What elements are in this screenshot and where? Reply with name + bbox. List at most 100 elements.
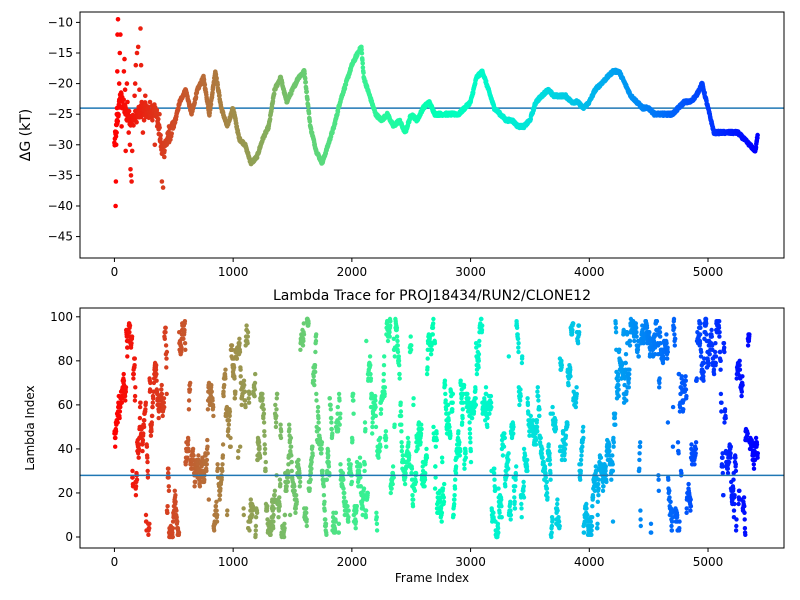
lambda-point	[424, 446, 429, 452]
lambda-point	[448, 433, 453, 438]
lambda-point	[252, 393, 257, 399]
lambda-point	[460, 415, 465, 421]
lambda-point	[447, 424, 452, 430]
delta-g-point	[114, 105, 120, 111]
lambda-point	[288, 444, 294, 449]
lambda-point	[131, 376, 136, 381]
lambda-point	[336, 426, 341, 432]
lambda-point	[395, 349, 401, 355]
lambda-point	[129, 334, 135, 339]
lambda-point	[390, 481, 395, 487]
lambda-point	[228, 435, 233, 441]
lambda-point	[310, 453, 315, 458]
lambda-point	[121, 378, 127, 383]
delta-g-point	[254, 155, 260, 160]
lambda-point	[329, 420, 334, 425]
delta-g-point	[126, 108, 132, 114]
lambda-point	[253, 523, 259, 529]
lambda-point	[211, 413, 216, 419]
lambda-point	[217, 493, 223, 498]
lambda-point	[154, 363, 159, 368]
lambda-point	[394, 325, 400, 330]
delta-g-point	[145, 105, 150, 111]
lambda-point	[487, 411, 492, 416]
lambda-point	[553, 418, 558, 423]
lambda-point	[392, 422, 397, 427]
lambda-point	[534, 424, 540, 430]
lambda-point	[432, 341, 438, 346]
lambda-point	[113, 435, 118, 441]
lambda-point	[521, 446, 527, 452]
lambda-point	[257, 446, 262, 452]
delta-g-point	[202, 82, 208, 88]
lambda-point	[272, 488, 278, 493]
lambda-point	[316, 426, 321, 432]
lambda-point	[113, 429, 119, 434]
lambda-point	[547, 462, 553, 467]
lambda-point	[549, 523, 555, 529]
lambda-point	[160, 413, 165, 419]
lambda-point	[477, 338, 482, 344]
lambda-point	[341, 495, 347, 500]
lambda-point	[463, 455, 468, 460]
lambda-point	[186, 398, 192, 403]
lambda-point	[323, 521, 329, 526]
lambda-point	[133, 484, 139, 489]
lambda-point	[179, 349, 184, 355]
lambda-point	[142, 418, 147, 423]
lambda-point	[407, 453, 412, 458]
lambda-point	[442, 378, 448, 383]
lambda-point	[321, 493, 327, 498]
lambda-point	[277, 495, 282, 500]
delta-g-point	[128, 173, 134, 178]
lambda-point	[431, 316, 436, 322]
lambda-point	[361, 486, 367, 491]
lambda-point	[252, 387, 257, 392]
lambda-point	[335, 404, 340, 410]
lambda-point	[165, 504, 170, 509]
lambda-point	[370, 420, 375, 425]
lambda-point	[535, 385, 540, 390]
lambda-point	[496, 530, 501, 535]
lambda-point	[452, 486, 458, 491]
lambda-point	[536, 398, 541, 403]
lambda-point	[186, 448, 191, 454]
lambda-point	[483, 385, 489, 390]
lambda-point	[282, 512, 288, 518]
lambda-point	[378, 407, 384, 412]
lambda-point	[274, 407, 279, 412]
delta-g-point	[132, 93, 137, 99]
x-tick-label: 5000	[693, 265, 724, 279]
delta-g-point	[157, 111, 162, 117]
lambda-point	[220, 453, 226, 458]
lambda-point	[394, 334, 400, 339]
lambda-point	[276, 508, 282, 513]
lambda-point	[488, 400, 494, 405]
lambda-point	[383, 435, 389, 441]
delta-g-point	[302, 76, 308, 81]
delta-g-point	[159, 179, 165, 184]
lambda-point	[268, 532, 273, 537]
delta-g-point	[140, 130, 146, 135]
lambda-point	[398, 400, 403, 405]
lambda-point	[546, 442, 551, 447]
lambda-point	[326, 459, 331, 465]
lambda-point	[215, 462, 220, 467]
y-tick-label: −10	[48, 15, 73, 29]
lambda-point	[279, 429, 284, 434]
lambda-point	[132, 398, 138, 403]
lambda-point	[143, 512, 149, 518]
lambda-point	[439, 510, 445, 515]
lambda-point	[476, 343, 482, 348]
lambda-point	[337, 422, 342, 427]
delta-g-point	[135, 44, 141, 50]
delta-g-point	[169, 131, 174, 136]
lambda-point	[324, 532, 329, 537]
lambda-point	[431, 321, 436, 326]
lambda-point	[272, 493, 277, 498]
lambda-point	[533, 442, 539, 447]
delta-g-panel: 0 1000 2000 3000 4000 5000 −45−40−35−30−25−20…	[18, 11, 785, 279]
lambda-point	[271, 512, 276, 518]
y-tick-label: −30	[48, 138, 73, 152]
x-tick-label: 0	[111, 265, 119, 279]
